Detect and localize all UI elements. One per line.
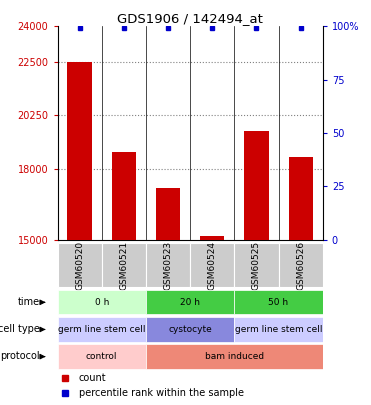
Bar [279, 243, 323, 288]
Text: protocol: protocol [0, 351, 40, 361]
Text: germ line stem cell: germ line stem cell [58, 325, 145, 334]
Bar [146, 345, 323, 369]
Bar [200, 236, 224, 240]
Bar [146, 318, 234, 341]
Bar [68, 62, 92, 240]
Text: 20 h: 20 h [180, 298, 200, 307]
Text: GSM60526: GSM60526 [296, 241, 305, 290]
Text: cell type: cell type [0, 324, 40, 334]
Bar [234, 290, 323, 314]
Text: GSM60523: GSM60523 [164, 241, 173, 290]
Text: cystocyte: cystocyte [168, 325, 212, 334]
Text: time: time [18, 297, 40, 307]
Bar [58, 318, 146, 341]
Text: count: count [79, 373, 106, 383]
Bar [289, 157, 313, 240]
Text: GSM60521: GSM60521 [119, 241, 128, 290]
Bar [58, 243, 102, 288]
Text: GSM60520: GSM60520 [75, 241, 84, 290]
Bar [146, 243, 190, 288]
Text: control: control [86, 352, 118, 361]
Bar [156, 188, 180, 240]
Text: 0 h: 0 h [95, 298, 109, 307]
Text: germ line stem cell: germ line stem cell [235, 325, 322, 334]
Bar [58, 345, 146, 369]
Bar [244, 131, 269, 240]
Bar [190, 243, 234, 288]
Bar [146, 290, 234, 314]
Title: GDS1906 / 142494_at: GDS1906 / 142494_at [117, 12, 263, 25]
Bar [112, 152, 136, 240]
Text: bam induced: bam induced [205, 352, 264, 361]
Bar [102, 243, 146, 288]
Text: GSM60524: GSM60524 [208, 241, 217, 290]
Bar [234, 318, 323, 341]
Text: percentile rank within the sample: percentile rank within the sample [79, 388, 244, 398]
Bar [58, 290, 146, 314]
Text: GSM60525: GSM60525 [252, 241, 261, 290]
Text: 50 h: 50 h [269, 298, 289, 307]
Bar [234, 243, 279, 288]
